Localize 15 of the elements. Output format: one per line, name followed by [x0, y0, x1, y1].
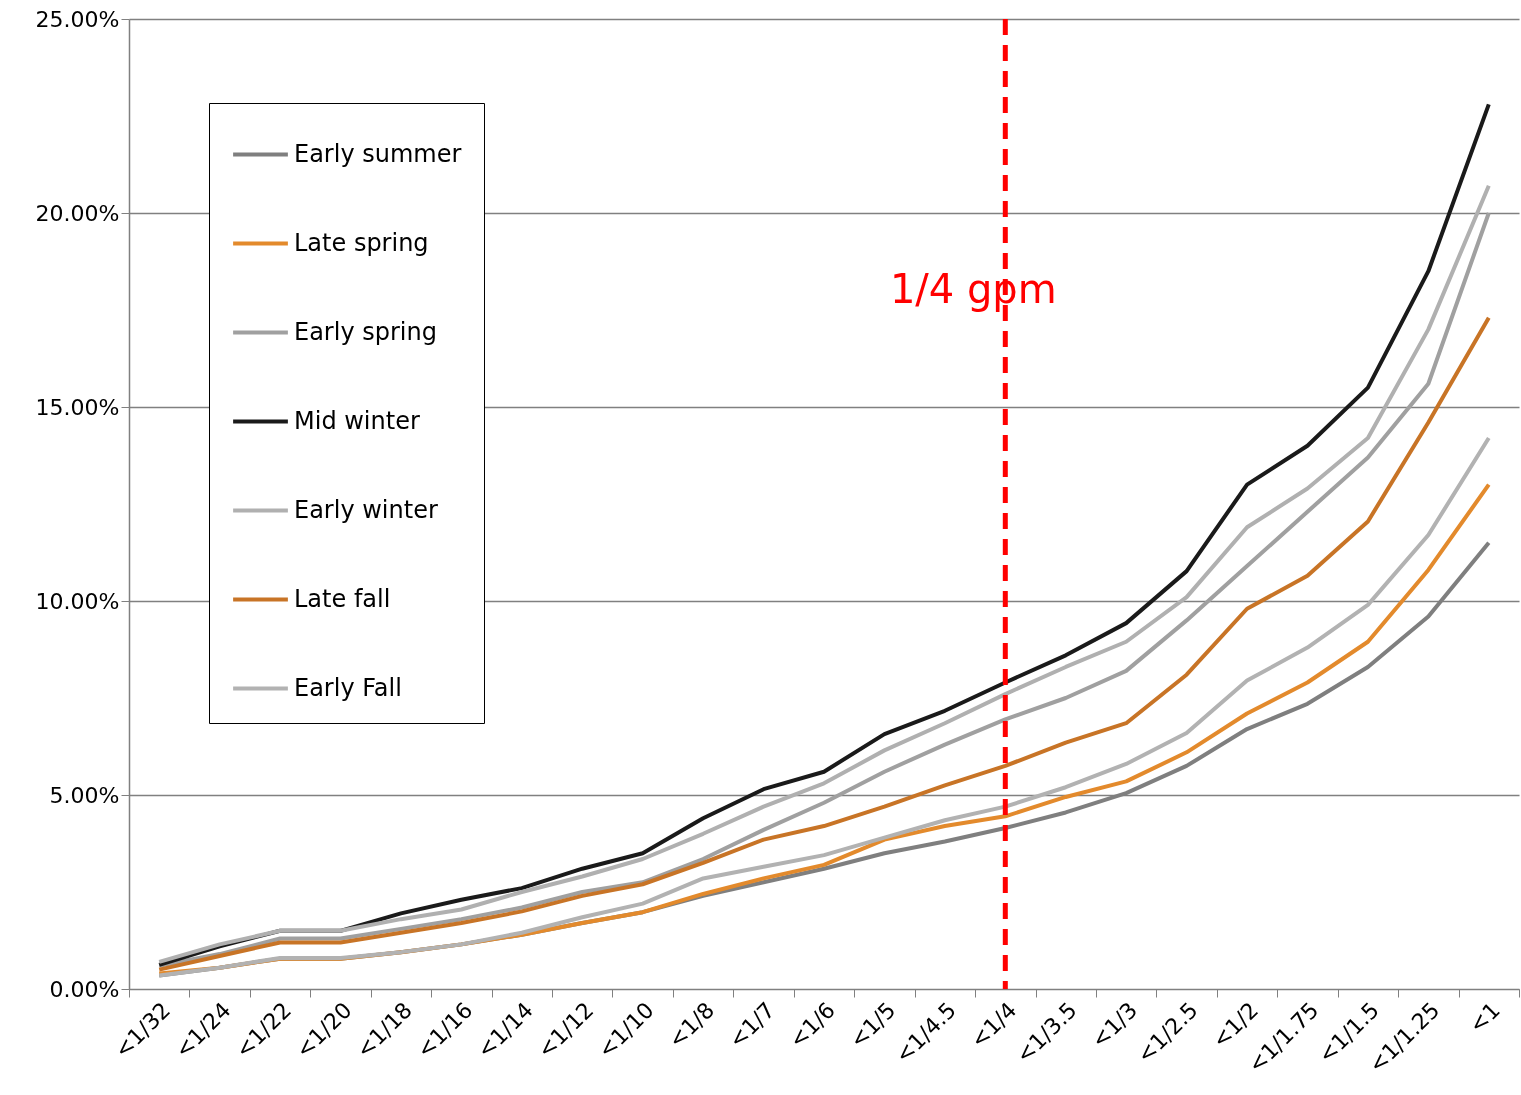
legend-label: Late fall — [294, 584, 391, 613]
legend-label: Mid winter — [294, 406, 420, 435]
y-tick-label: 25.00% — [35, 6, 120, 32]
legend-label: Early winter — [294, 495, 438, 524]
y-tick-label: 5.00% — [49, 782, 120, 808]
y-tick-label: 0.00% — [49, 976, 120, 1002]
ref-line-label: 1/4 gpm — [889, 266, 1057, 312]
legend-label: Early spring — [294, 317, 437, 346]
x-tick-label: <1 — [1464, 997, 1505, 1038]
y-tick-label: 10.00% — [35, 588, 120, 614]
y-tick-label: 20.00% — [35, 200, 120, 226]
legend-label: Early Fall — [294, 673, 402, 702]
y-tick-label: 15.00% — [35, 394, 120, 420]
legend-label: Early summer — [294, 139, 462, 168]
legend-label: Late spring — [294, 228, 429, 257]
